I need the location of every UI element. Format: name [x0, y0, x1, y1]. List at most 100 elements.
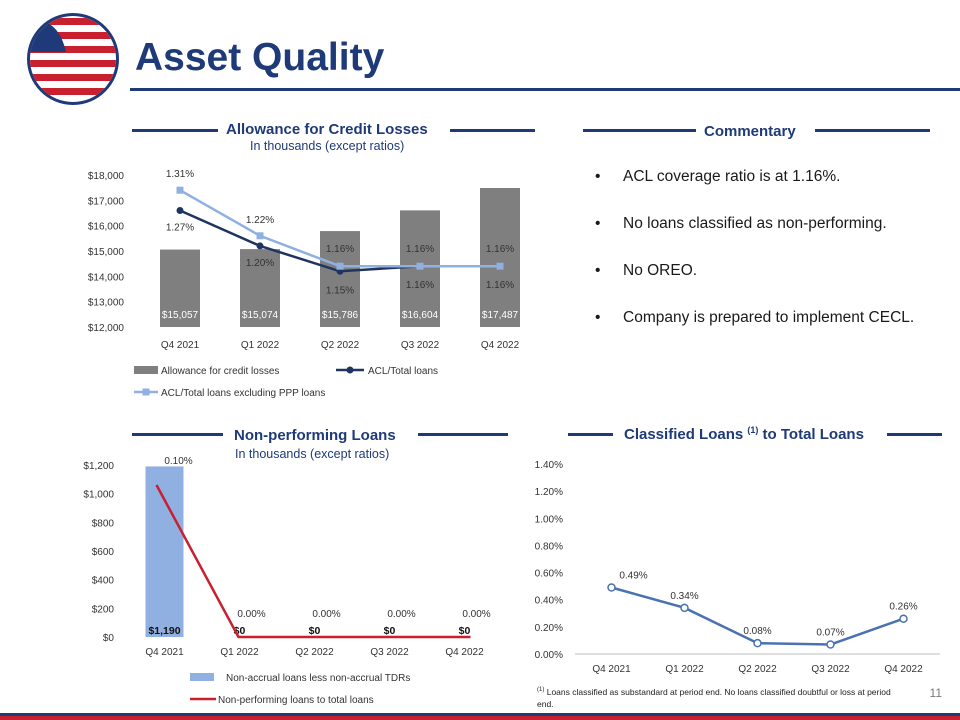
commentary-rule-right [815, 129, 930, 132]
npl-ratio-line [155, 484, 471, 639]
acl-ex-ppp-point [496, 262, 504, 270]
commentary-item: • No OREO. [595, 262, 950, 309]
classified-point [680, 603, 689, 613]
commentary-item: • Company is prepared to implement CECL. [595, 309, 950, 356]
acl-ratio-label: 1.20% [246, 258, 274, 269]
classified-label: 0.26% [889, 602, 917, 613]
acl-rule-right [450, 129, 535, 132]
x-tick-label: Q2 2022 [321, 340, 360, 351]
acl-ex-ppp-point [416, 262, 424, 270]
y-tick-label: $600 [92, 547, 115, 558]
acl-section-subtitle: In thousands (except ratios) [250, 139, 405, 153]
acl-ratio-label: 1.27% [166, 222, 194, 233]
classified-label: 0.34% [670, 591, 698, 602]
acl-ex-ppp-label: 1.22% [246, 215, 274, 226]
footnote: (1) Loans classified as substandard at p… [537, 684, 892, 710]
npl-rule-left [132, 433, 223, 436]
bullet-icon: • [595, 168, 601, 185]
classified-point [899, 614, 908, 623]
acl-ex-ppp-point [176, 186, 184, 194]
acl-bar [320, 231, 360, 327]
y-tick-label: $400 [92, 576, 115, 587]
title-divider [130, 88, 960, 91]
x-tick-label: Q4 2021 [161, 340, 200, 351]
npl-ratio-label: 0.10% [164, 456, 192, 467]
npl-bar-label: $0 [384, 625, 396, 637]
acl-ex-ppp-point [336, 262, 344, 270]
bullet-icon: • [595, 309, 601, 326]
commentary-text: No OREO. [623, 262, 698, 279]
classified-title-end: to Total Loans [758, 426, 864, 443]
page-number: 11 [929, 686, 942, 700]
x-tick-label: Q2 2022 [738, 664, 777, 675]
y-tick-label: $200 [92, 604, 115, 615]
acl-chart: $18,000 $17,000 $16,000 $15,000 $14,000 $13,0… [88, 169, 520, 399]
bullet-icon: • [595, 262, 601, 279]
legend-label: Non-accrual loans less non-accrual TDRs [226, 673, 410, 684]
x-tick-label: Q4 2022 [445, 647, 484, 658]
legend-swatch-bar [190, 673, 214, 681]
classified-rule-left [568, 433, 613, 436]
y-tick-label: $800 [92, 518, 115, 529]
footer-bar-navy [0, 713, 960, 716]
npl-ratio-label: 0.00% [237, 609, 265, 620]
page-title: Asset Quality [135, 36, 385, 79]
acl-bar [160, 249, 200, 327]
x-tick-label: Q3 2022 [370, 647, 409, 658]
commentary-text: No loans classified as non-performing. [623, 215, 887, 232]
commentary-text: ACL coverage ratio is at 1.16%. [623, 168, 841, 185]
classified-section-title: Classified Loans (1) to Total Loans [624, 425, 864, 443]
classified-rule-right [887, 433, 942, 436]
y-tick-label: $12,000 [88, 323, 125, 334]
y-tick-label: 0.60% [535, 569, 563, 580]
legend-swatch-point [346, 366, 354, 374]
bullet-icon: • [595, 215, 601, 232]
acl-bar [240, 249, 280, 327]
acl-ex-ppp-label: 1.16% [486, 244, 514, 255]
legend-label: Allowance for credit losses [161, 366, 279, 377]
classified-label: 0.08% [743, 626, 771, 637]
classified-point [607, 583, 616, 592]
acl-ratio-label: 1.15% [326, 285, 354, 296]
y-tick-label: $17,000 [88, 196, 125, 207]
acl-ex-ppp-label: 1.16% [406, 244, 434, 255]
acl-rule-left [132, 129, 218, 132]
acl-bar-label: $15,074 [242, 310, 279, 321]
npl-ratio-label: 0.00% [312, 609, 340, 620]
x-tick-label: Q2 2022 [295, 647, 334, 658]
legend-swatch-bar [134, 366, 158, 374]
commentary-item: • No loans classified as non-performing. [595, 215, 950, 262]
y-tick-label: 1.40% [535, 460, 563, 471]
npl-bar-label: $1,190 [148, 625, 180, 637]
legend-swatch-point [142, 388, 150, 396]
legend-label: Non-performing loans to total loans [218, 695, 374, 706]
npl-chart: $1,200 $1,000 $800 $600 $400 $200 $0 $1,190 Q4 2… [83, 456, 490, 706]
x-tick-label: Q4 2021 [592, 664, 631, 675]
npl-section-title: Non-performing Loans [234, 427, 396, 444]
acl-bar-label: $17,487 [482, 310, 519, 321]
y-tick-label: $14,000 [88, 272, 125, 283]
footer-bar-red [0, 716, 960, 720]
commentary-list: • ACL coverage ratio is at 1.16%. • No loa… [595, 168, 950, 356]
acl-bar-label: $15,786 [322, 310, 359, 321]
acl-ratio-point [176, 206, 184, 214]
classified-title-main: Classified Loans [624, 426, 748, 443]
x-tick-label: Q1 2022 [665, 664, 704, 675]
acl-ex-ppp-label: 1.16% [326, 244, 354, 255]
y-tick-label: 1.00% [535, 514, 563, 525]
acl-bar [480, 187, 520, 327]
npl-bar-label: $0 [459, 625, 471, 637]
y-tick-label: 1.20% [535, 487, 563, 498]
y-tick-label: 0.20% [535, 623, 563, 634]
y-tick-label: 0.00% [535, 650, 563, 661]
x-tick-label: Q4 2022 [481, 340, 520, 351]
commentary-section-title: Commentary [704, 123, 796, 140]
commentary-text: Company is prepared to implement CECL. [623, 309, 915, 326]
footnote-text: Loans classified as substandard at perio… [537, 686, 891, 709]
acl-ratio-label: 1.16% [486, 280, 514, 291]
classified-point [753, 638, 762, 648]
x-tick-label: Q1 2022 [241, 340, 280, 351]
acl-section-title: Allowance for Credit Losses [226, 121, 428, 138]
x-tick-label: Q4 2022 [884, 664, 923, 675]
y-tick-label: $16,000 [88, 222, 125, 233]
